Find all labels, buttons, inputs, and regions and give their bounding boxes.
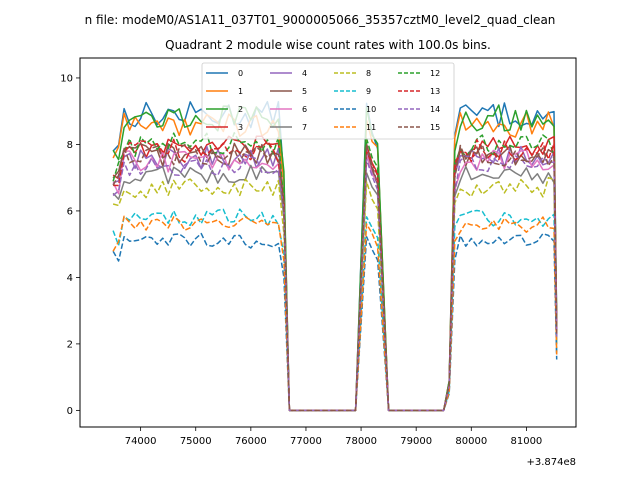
y-tick-label: 10 xyxy=(60,73,73,84)
x-tick-label: 76000 xyxy=(235,436,267,447)
legend-label: 3 xyxy=(238,123,243,132)
plot-frame xyxy=(79,57,577,428)
series-line-14 xyxy=(112,153,558,412)
x-tick-label: 78000 xyxy=(345,436,377,447)
legend-box xyxy=(201,62,455,140)
x-tick-label: 80000 xyxy=(455,436,487,447)
legend-label: 0 xyxy=(238,69,243,78)
x-tick-label: 75000 xyxy=(180,436,212,447)
y-tick-label: 4 xyxy=(67,273,73,284)
series-line-0 xyxy=(112,100,558,412)
series-line-6 xyxy=(112,149,558,412)
legend-label: 11 xyxy=(366,123,376,132)
legend-label: 2 xyxy=(238,105,243,114)
series-line-5 xyxy=(112,142,558,412)
series-line-10 xyxy=(112,232,558,412)
legend-label: 4 xyxy=(302,69,307,78)
legend-label: 6 xyxy=(302,105,307,114)
figure-suptitle: n file: modeM0/AS1A11_037T01_9000005066_… xyxy=(85,13,556,27)
legend-label: 13 xyxy=(430,87,440,96)
legend-label: 10 xyxy=(366,105,376,114)
series-line-9 xyxy=(112,208,558,412)
legend-label: 14 xyxy=(430,105,440,114)
series-line-7 xyxy=(112,164,558,412)
chart-title: Quadrant 2 module wise count rates with … xyxy=(165,38,491,52)
legend-label: 15 xyxy=(430,123,440,132)
series-line-2 xyxy=(112,104,558,412)
series-line-8 xyxy=(112,176,558,412)
x-tick-label: 74000 xyxy=(125,436,157,447)
legend-label: 1 xyxy=(238,87,243,96)
x-axis: 74000 75000 76000 77000 78000 79000 80000 81000 xyxy=(125,427,542,447)
legend-label: 12 xyxy=(430,69,440,78)
series-line-15 xyxy=(112,143,558,412)
x-tick-label: 77000 xyxy=(290,436,322,447)
series-line-13 xyxy=(113,138,558,412)
legend-label: 7 xyxy=(302,123,307,132)
y-tick-label: 2 xyxy=(67,339,73,350)
legend-label: 9 xyxy=(366,87,371,96)
y-tick-label: 8 xyxy=(67,140,73,151)
series-line-3 xyxy=(112,135,558,412)
series-line-12 xyxy=(112,132,558,412)
y-tick-label: 0 xyxy=(67,406,73,417)
legend-label: 8 xyxy=(366,69,371,78)
x-tick-label: 81000 xyxy=(510,436,542,447)
series-line-4 xyxy=(112,145,558,412)
y-tick-label: 6 xyxy=(67,206,73,217)
x-tick-label: 79000 xyxy=(400,436,432,447)
series-line-11 xyxy=(112,215,558,412)
x-axis-offset-label: +3.874e8 xyxy=(526,457,576,468)
y-axis: 0 2 4 6 8 10 xyxy=(60,73,80,417)
legend-label: 5 xyxy=(302,87,307,96)
series-layer xyxy=(112,100,558,412)
